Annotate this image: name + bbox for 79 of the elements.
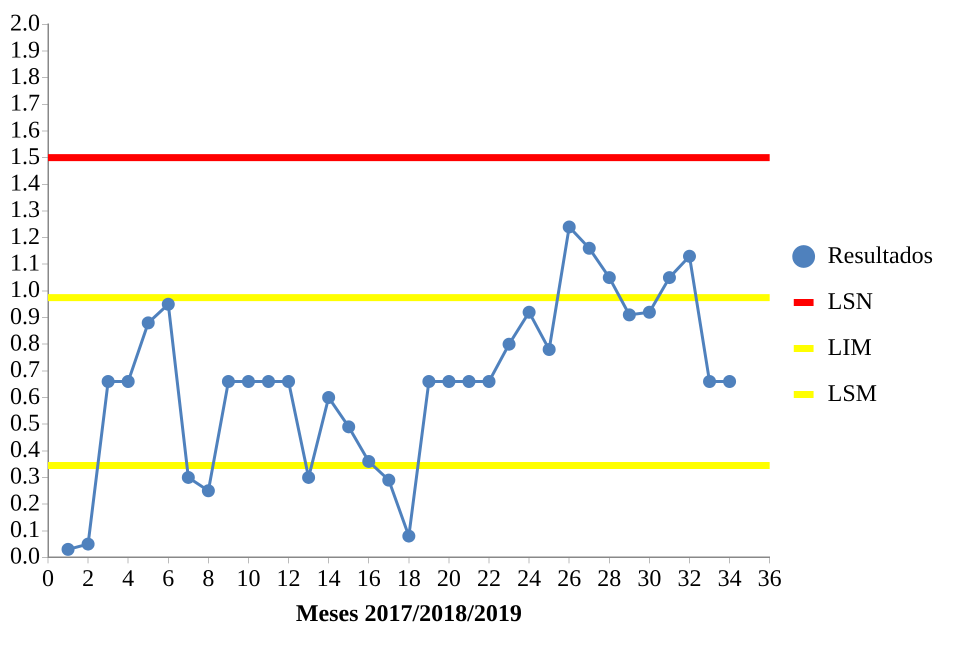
point: [282, 375, 296, 388]
x-tick-label: 2: [82, 566, 94, 592]
x-axis-title: Meses 2017/2018/2019: [296, 600, 522, 627]
y-tick-label: 0.6: [10, 384, 40, 410]
point: [302, 470, 316, 484]
y-tick-label: 0.5: [10, 410, 40, 436]
point: [703, 375, 716, 388]
y-tick-label: 0.3: [10, 464, 40, 490]
y-tick-label: 1.4: [10, 170, 40, 197]
point: [102, 375, 115, 388]
point: [382, 474, 396, 487]
point: [262, 375, 276, 388]
point: [222, 375, 235, 388]
y-tick-label: 0.2: [10, 490, 40, 516]
x-tick-label: 8: [202, 566, 214, 592]
point: [362, 454, 376, 468]
point: [242, 375, 255, 388]
x-tick-label: 6: [162, 566, 174, 592]
x-tick-label: 14: [316, 566, 341, 592]
y-tick-label: 0.4: [10, 437, 40, 464]
x-tick-label: 30: [637, 566, 662, 592]
point: [162, 298, 175, 311]
y-tick-label: 1.5: [10, 144, 40, 170]
point: [602, 271, 616, 284]
y-tick-label: 1.8: [10, 64, 40, 90]
y-tick-label: 1.3: [10, 197, 40, 224]
point: [462, 375, 476, 388]
y-tick-label: 0.8: [10, 330, 40, 356]
point: [542, 343, 556, 356]
point: [422, 375, 436, 388]
y-tick-label: 1.9: [10, 37, 40, 64]
y-tick-label: 1.1: [10, 250, 40, 277]
x-tick-label: 28: [597, 566, 622, 592]
point: [622, 308, 636, 322]
y-tick-label: 0.7: [10, 357, 40, 384]
x-tick-label: 24: [517, 566, 542, 592]
x-tick-label: 22: [477, 566, 502, 592]
x-tick-label: 10: [236, 566, 260, 592]
x-tick-label: 36: [758, 566, 782, 592]
x-tick-label: 12: [276, 566, 301, 592]
y-tick-label: 1.0: [10, 277, 40, 304]
point: [82, 538, 95, 551]
point: [502, 338, 516, 351]
legend-label: Resultados: [828, 242, 933, 269]
x-tick-label: 32: [677, 566, 702, 592]
point: [662, 271, 676, 284]
y-tick-label: 1.6: [10, 117, 40, 144]
x-tick-label: 16: [356, 566, 381, 592]
point: [122, 375, 135, 388]
y-tick-label: 0.1: [10, 517, 40, 544]
x-tick-label: 4: [122, 566, 134, 592]
x-tick-label: 26: [557, 566, 582, 592]
y-tick-label: 2.0: [10, 10, 40, 37]
point: [442, 375, 456, 388]
point: [642, 306, 656, 319]
point: [562, 220, 576, 234]
x-tick-label: 20: [436, 566, 461, 592]
legend-label: LIM: [828, 334, 872, 361]
point: [682, 250, 696, 263]
point: [723, 375, 736, 388]
y-tick-label: 0.9: [10, 304, 40, 330]
point: [322, 391, 336, 404]
y-tick-label: 1.2: [10, 224, 40, 250]
legend-label: LSM: [828, 380, 878, 407]
x-tick-label: 18: [396, 566, 421, 592]
point: [142, 316, 155, 330]
point: [402, 530, 416, 543]
x-tick-label: 0: [42, 566, 54, 592]
point: [62, 542, 75, 556]
point: [522, 306, 536, 319]
y-tick-label: 0.0: [10, 544, 40, 570]
point: [182, 470, 195, 484]
x-tick-label: 34: [718, 566, 742, 592]
point: [582, 242, 596, 255]
point: [202, 484, 215, 498]
y-tick-label: 1.7: [10, 90, 40, 117]
point: [482, 375, 496, 388]
point: [342, 420, 356, 434]
legend-label: LSN: [828, 288, 874, 315]
